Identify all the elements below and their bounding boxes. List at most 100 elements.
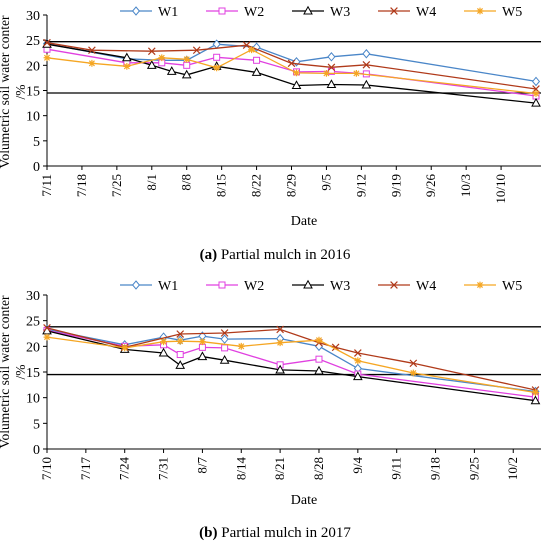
y-tick-label: 15 — [26, 366, 40, 381]
x-tick-label: 7/18 — [74, 174, 89, 197]
data-point-w5 — [121, 344, 129, 352]
legend-label: W2 — [244, 279, 264, 294]
data-point-w4 — [276, 325, 284, 334]
data-point-w5 — [158, 54, 166, 62]
y-tick-label: 30 — [26, 9, 40, 24]
chart-caption: (a) Partial mulch in 2016 — [200, 247, 351, 263]
legend-marker — [131, 280, 141, 290]
y-tick-label: 15 — [26, 85, 40, 100]
legend-marker — [390, 7, 398, 15]
x-tick-label: 7/10 — [39, 457, 54, 480]
data-point-w3 — [531, 97, 541, 107]
series-line-w3 — [46, 330, 536, 402]
x-tick-label: 10/2 — [505, 457, 520, 480]
y-axis-title: Volumetric soil water conter/% — [0, 295, 28, 449]
series-line-w4 — [46, 327, 536, 391]
x-tick-label: 9/5 — [318, 174, 333, 191]
y-tick-label: 20 — [26, 59, 40, 74]
data-point-w5 — [532, 90, 540, 97]
legend-marker — [303, 279, 313, 289]
data-point-w4 — [88, 46, 96, 55]
y-tick-label: 30 — [26, 289, 40, 304]
data-point-w3 — [326, 79, 337, 88]
data-point-w2 — [183, 61, 191, 69]
data-point-w2 — [176, 351, 184, 359]
data-point-w2 — [315, 355, 323, 363]
x-tick-label: 9/4 — [350, 457, 365, 474]
x-axis-title: Date — [291, 493, 317, 508]
data-point-w4 — [220, 329, 229, 337]
y-axis-title-unit: /% — [13, 365, 28, 380]
series-line-w2 — [46, 329, 536, 398]
data-point-w3 — [158, 347, 169, 357]
data-point-w4 — [409, 359, 418, 368]
data-point-w4 — [176, 330, 185, 338]
y-tick-label: 5 — [33, 417, 40, 432]
data-point-w3 — [197, 351, 208, 361]
data-point-w3 — [314, 365, 324, 375]
x-tick-label: 8/15 — [214, 174, 229, 197]
y-axis-title-line: Volumetric soil water conter — [0, 15, 12, 169]
data-point-w5 — [43, 333, 51, 341]
data-point-w5 — [354, 357, 362, 365]
x-tick-label: 8/7 — [194, 457, 209, 474]
y-tick-label: 10 — [26, 110, 40, 125]
data-point-w3 — [251, 67, 262, 76]
data-point-w5 — [237, 342, 245, 350]
chart-caption: (b) Partial mulch in 2017 — [199, 525, 351, 541]
data-point-w3 — [146, 60, 157, 69]
data-point-w5 — [160, 338, 167, 346]
legend-label: W4 — [416, 279, 436, 294]
x-tick-label: 8/22 — [249, 174, 264, 197]
legend-label: W3 — [330, 279, 350, 294]
data-point-w5 — [409, 369, 417, 377]
y-axis-title-unit: /% — [13, 85, 28, 100]
x-tick-label: 7/11 — [39, 174, 54, 197]
data-point-w3 — [275, 364, 285, 374]
x-tick-label: 9/25 — [466, 457, 481, 480]
x-tick-label: 9/26 — [423, 174, 438, 198]
data-point-w3 — [175, 360, 186, 369]
y-tick-label: 25 — [26, 34, 40, 49]
legend-marker — [390, 281, 398, 289]
legend-label: W4 — [416, 5, 436, 20]
x-tick-label: 8/14 — [233, 457, 248, 481]
x-tick-label: 8/8 — [179, 174, 194, 191]
data-point-w3 — [121, 52, 132, 62]
data-point-w5 — [532, 389, 539, 396]
x-tick-label: 8/1 — [144, 174, 159, 191]
x-tick-label: 10/10 — [493, 174, 508, 204]
legend-label: W5 — [502, 279, 522, 294]
caption-label: (a) — [200, 247, 218, 263]
caption-text: Partial mulch in 2016 — [217, 247, 351, 263]
data-point-w4 — [354, 349, 362, 357]
x-tick-label: 7/31 — [156, 457, 171, 480]
data-point-w5 — [352, 69, 360, 77]
data-point-w1 — [327, 52, 336, 62]
series-line-w3 — [46, 43, 537, 104]
data-point-w5 — [248, 46, 255, 54]
y-tick-label: 5 — [33, 135, 40, 150]
data-point-w1 — [531, 76, 541, 87]
legend-marker — [303, 5, 313, 15]
y-tick-label: 0 — [33, 443, 40, 458]
data-point-w2 — [198, 343, 206, 351]
data-point-w4 — [287, 59, 296, 68]
x-tick-label: 9/19 — [388, 174, 403, 197]
y-tick-label: 10 — [26, 392, 40, 407]
caption-text: Partial mulch in 2017 — [218, 525, 352, 541]
legend-marker — [218, 281, 226, 289]
data-point-w4 — [43, 38, 51, 47]
y-axis-title-line: Volumetric soil water conter — [0, 295, 12, 449]
series-line-w1 — [46, 328, 536, 393]
data-point-w4 — [192, 46, 201, 55]
legend-label: W1 — [158, 279, 178, 294]
x-tick-label: 10/3 — [458, 174, 473, 197]
y-tick-label: 20 — [26, 340, 40, 355]
data-point-w5 — [293, 69, 300, 77]
data-point-w2 — [253, 56, 261, 64]
x-tick-label: 9/11 — [389, 457, 404, 480]
data-point-w1 — [362, 48, 371, 59]
data-point-w3 — [219, 354, 230, 364]
